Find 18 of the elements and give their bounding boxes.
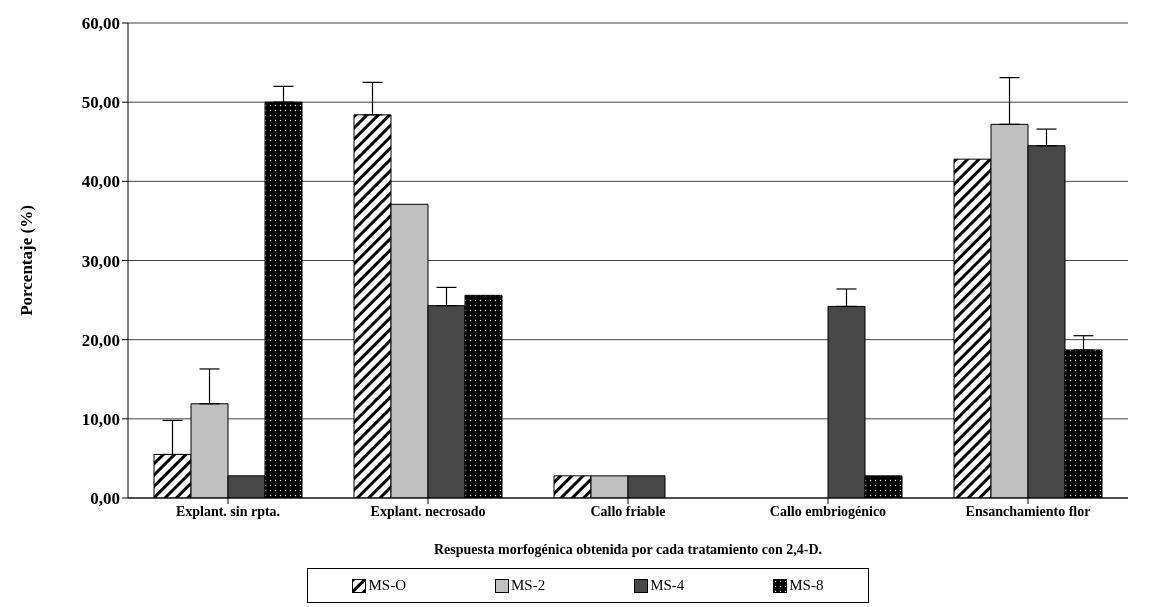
- y-tick-label: 60,00: [81, 14, 120, 34]
- legend-label: MS-8: [788, 577, 824, 594]
- y-tick-label: 10,00: [81, 409, 120, 429]
- y-axis-title: Porcentaje (%): [17, 205, 37, 316]
- x-tick-label: Ensanchamiento flor: [965, 503, 1091, 519]
- legend-label: MS-4: [649, 577, 685, 594]
- x-tick-label: Explant. sin rpta.: [175, 503, 281, 519]
- legend-label: MS-2: [509, 577, 546, 594]
- x-axis-title: Respuesta morfogénica obtenida por cada tratamiento con 2,4-D.: [433, 542, 823, 557]
- x-tick-label: Callo embriogénico: [769, 503, 887, 519]
- legend-label: MS-O: [367, 577, 406, 594]
- y-tick-label: 40,00: [81, 172, 120, 192]
- y-tick-label: 50,00: [81, 93, 120, 113]
- y-tick-label: 30,00: [81, 251, 120, 271]
- y-tick-label: 0,00: [90, 489, 120, 509]
- x-tick-label: Callo friable: [590, 503, 666, 519]
- x-tick-label: Explant. necrosado: [370, 503, 486, 519]
- y-tick-label: 20,00: [81, 330, 120, 350]
